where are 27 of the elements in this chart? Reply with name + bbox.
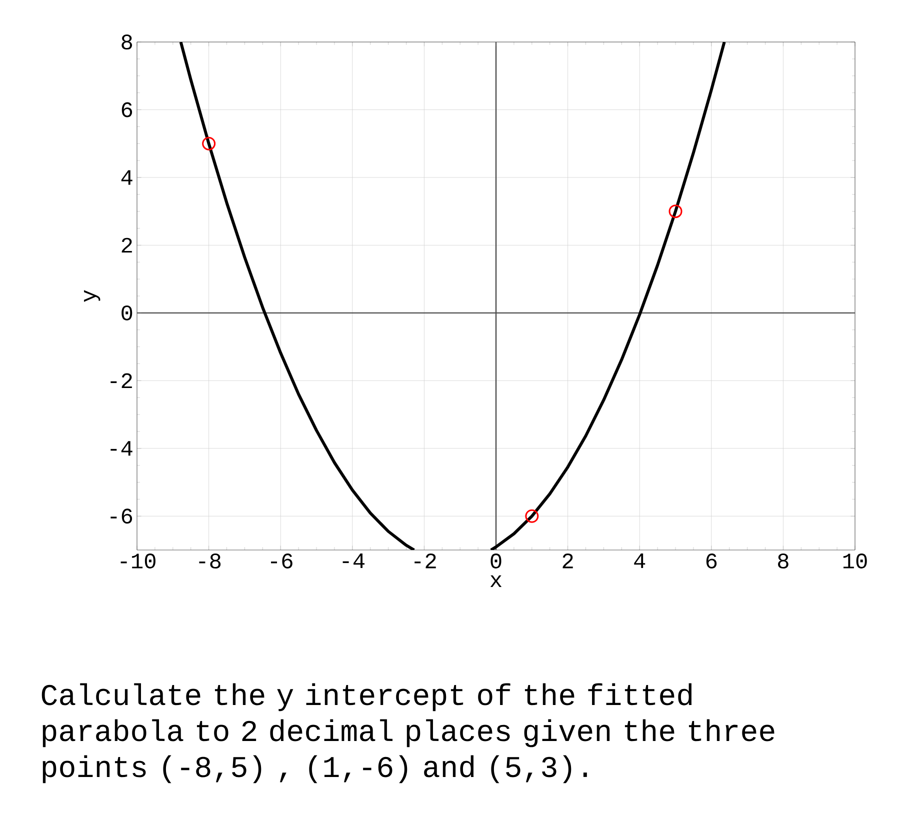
x-tick-label: -6 [270, 554, 292, 568]
line-series [179, 42, 416, 550]
x-tick-label: -2 [414, 554, 436, 568]
x-tick-label: -8 [199, 554, 221, 568]
x-tick-label: 2 [562, 554, 573, 568]
text: Calculate the y intercept of the fitted parabola to 2 decimal places given the three points (-8,5) , (1,-6) and (5,3). [42, 683, 774, 784]
point [202, 136, 216, 150]
point [668, 204, 682, 218]
x-tick-label: 6 [706, 554, 717, 568]
y-axis-title: y [84, 290, 100, 302]
x-tick-label: -10 [120, 554, 156, 568]
y-tick-label: 8 [122, 34, 132, 50]
point [525, 509, 539, 523]
y-tick-label: -6 [110, 508, 132, 524]
x-tick-label: 10 [843, 554, 867, 568]
y-tick-label: 6 [122, 102, 132, 118]
x-axis-title: x [490, 575, 502, 587]
y-tick-label: -4 [110, 441, 132, 456]
x-tick-label: -4 [342, 554, 364, 568]
line-series [489, 42, 726, 550]
y-tick-label: 2 [122, 238, 132, 253]
y-tick-label: -2 [110, 373, 132, 388]
x-tick-label: 0 [490, 554, 502, 568]
y-tick-label: 4 [121, 170, 132, 185]
x-tick-label: 4 [634, 554, 646, 568]
x-tick-label: 8 [778, 554, 788, 568]
y-tick-label: 0 [122, 305, 132, 320]
